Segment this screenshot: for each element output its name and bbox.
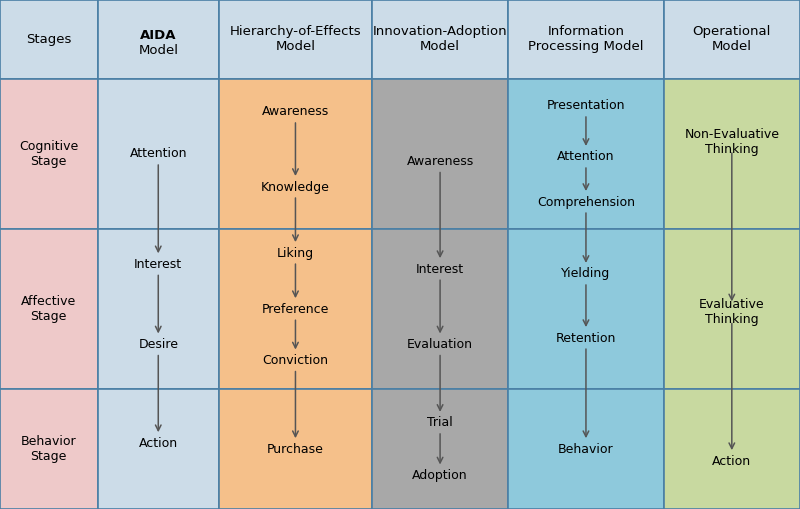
Text: Trial: Trial bbox=[427, 416, 453, 430]
Text: Interest: Interest bbox=[134, 258, 182, 271]
Text: Knowledge: Knowledge bbox=[261, 181, 330, 193]
Text: Awareness: Awareness bbox=[262, 105, 329, 119]
Text: Action: Action bbox=[138, 437, 178, 450]
Bar bbox=[372, 0, 508, 79]
Bar bbox=[0, 0, 98, 79]
Text: Attention: Attention bbox=[558, 151, 614, 163]
Text: Purchase: Purchase bbox=[267, 443, 324, 456]
Bar bbox=[219, 229, 372, 389]
Text: Adoption: Adoption bbox=[412, 469, 468, 482]
Text: Desire: Desire bbox=[138, 338, 178, 351]
Bar bbox=[372, 389, 508, 509]
Text: Yielding: Yielding bbox=[562, 267, 610, 280]
Text: Action: Action bbox=[712, 455, 751, 468]
Bar bbox=[98, 0, 219, 79]
Bar bbox=[508, 79, 664, 229]
Text: Evaluative
Thinking: Evaluative Thinking bbox=[699, 298, 765, 326]
Text: Evaluation: Evaluation bbox=[407, 338, 473, 351]
Text: Interest: Interest bbox=[416, 263, 464, 276]
Bar bbox=[372, 79, 508, 229]
Text: Comprehension: Comprehension bbox=[537, 195, 635, 209]
Text: Affective
Stage: Affective Stage bbox=[21, 295, 76, 323]
Text: Model: Model bbox=[138, 44, 178, 57]
Text: Cognitive
Stage: Cognitive Stage bbox=[19, 140, 78, 168]
Bar bbox=[219, 389, 372, 509]
Text: Operational
Model: Operational Model bbox=[693, 25, 771, 53]
Text: Presentation: Presentation bbox=[546, 99, 626, 112]
Text: Stages: Stages bbox=[26, 33, 71, 46]
Bar bbox=[0, 79, 98, 229]
Text: Behavior
Stage: Behavior Stage bbox=[21, 435, 77, 463]
Text: Retention: Retention bbox=[556, 331, 616, 345]
Bar bbox=[508, 389, 664, 509]
Text: Behavior: Behavior bbox=[558, 443, 614, 456]
Bar bbox=[508, 229, 664, 389]
Text: AIDA: AIDA bbox=[140, 29, 177, 42]
Text: Innovation-Adoption
Model: Innovation-Adoption Model bbox=[373, 25, 507, 53]
Text: Information
Processing Model: Information Processing Model bbox=[528, 25, 644, 53]
Bar bbox=[219, 79, 372, 229]
Text: Awareness: Awareness bbox=[406, 155, 474, 168]
Text: Hierarchy-of-Effects
Model: Hierarchy-of-Effects Model bbox=[230, 25, 362, 53]
Bar bbox=[0, 229, 98, 389]
Bar bbox=[219, 0, 372, 79]
Bar bbox=[98, 79, 219, 229]
Text: Preference: Preference bbox=[262, 303, 329, 316]
Text: Attention: Attention bbox=[130, 148, 187, 160]
Bar bbox=[664, 79, 800, 229]
Bar bbox=[664, 389, 800, 509]
Bar bbox=[98, 229, 219, 389]
Bar bbox=[508, 0, 664, 79]
Text: Liking: Liking bbox=[277, 246, 314, 260]
Bar bbox=[372, 229, 508, 389]
Bar bbox=[664, 229, 800, 389]
Bar bbox=[98, 389, 219, 509]
Bar bbox=[0, 389, 98, 509]
Text: Conviction: Conviction bbox=[262, 354, 329, 367]
Bar bbox=[664, 0, 800, 79]
Text: Non-Evaluative
Thinking: Non-Evaluative Thinking bbox=[684, 128, 779, 156]
